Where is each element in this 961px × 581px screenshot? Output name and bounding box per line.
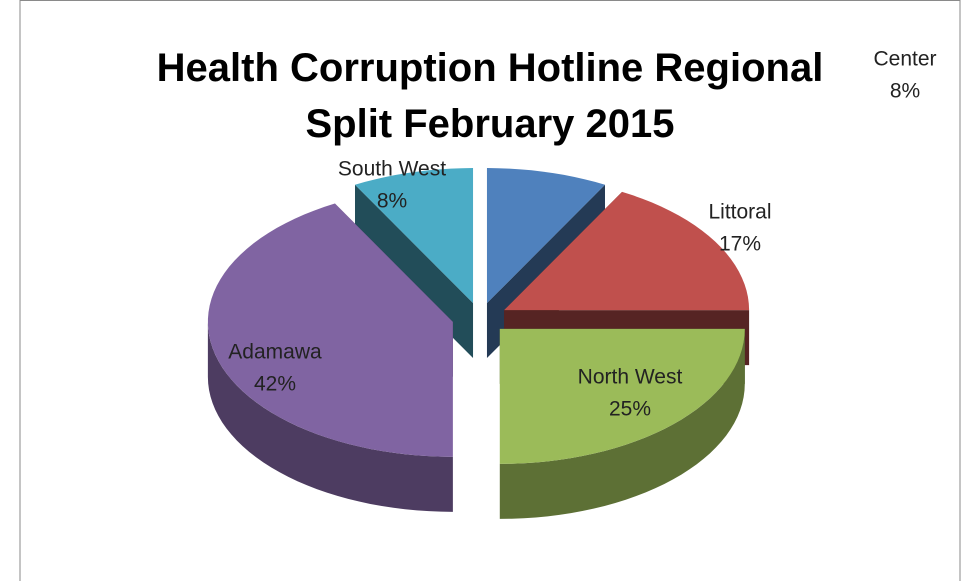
chart-title: Health Corruption Hotline Regional Split… [156,46,824,146]
slice-value-label: 17% [719,233,761,256]
pie-slice [486,168,605,304]
pie-slice [207,203,453,457]
slice-label: North West [578,366,683,389]
slice-value-label: 25% [609,398,651,421]
pie-slice-wall [499,328,745,519]
pie-slice [355,168,474,304]
pie-slice [499,328,745,464]
slice-value-label: 42% [254,373,296,396]
pie-slice [504,191,750,311]
slice-label: Adamawa [228,341,322,364]
slice-value-label: 8% [377,190,407,213]
slice-label: South West [338,158,446,181]
pie-slice-group [499,328,745,519]
slice-label: Center [873,48,936,71]
pie-slice-group [207,203,453,512]
chart-border [19,0,961,581]
slice-value-label: 8% [890,80,920,103]
pie-slice-wall [207,321,453,512]
slice-label: Littoral [708,201,771,224]
